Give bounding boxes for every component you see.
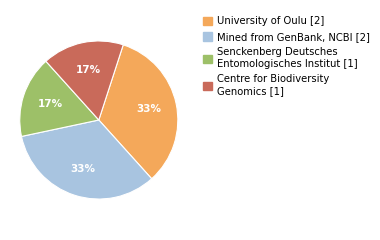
Text: 33%: 33% xyxy=(136,104,162,114)
Text: 17%: 17% xyxy=(37,99,62,109)
Text: 33%: 33% xyxy=(70,164,95,174)
Wedge shape xyxy=(46,41,123,120)
Wedge shape xyxy=(22,120,152,199)
Wedge shape xyxy=(20,61,99,136)
Wedge shape xyxy=(99,45,178,179)
Text: 17%: 17% xyxy=(76,65,101,75)
Legend: University of Oulu [2], Mined from GenBank, NCBI [2], Senckenberg Deutsches
Ento: University of Oulu [2], Mined from GenBa… xyxy=(203,16,369,96)
